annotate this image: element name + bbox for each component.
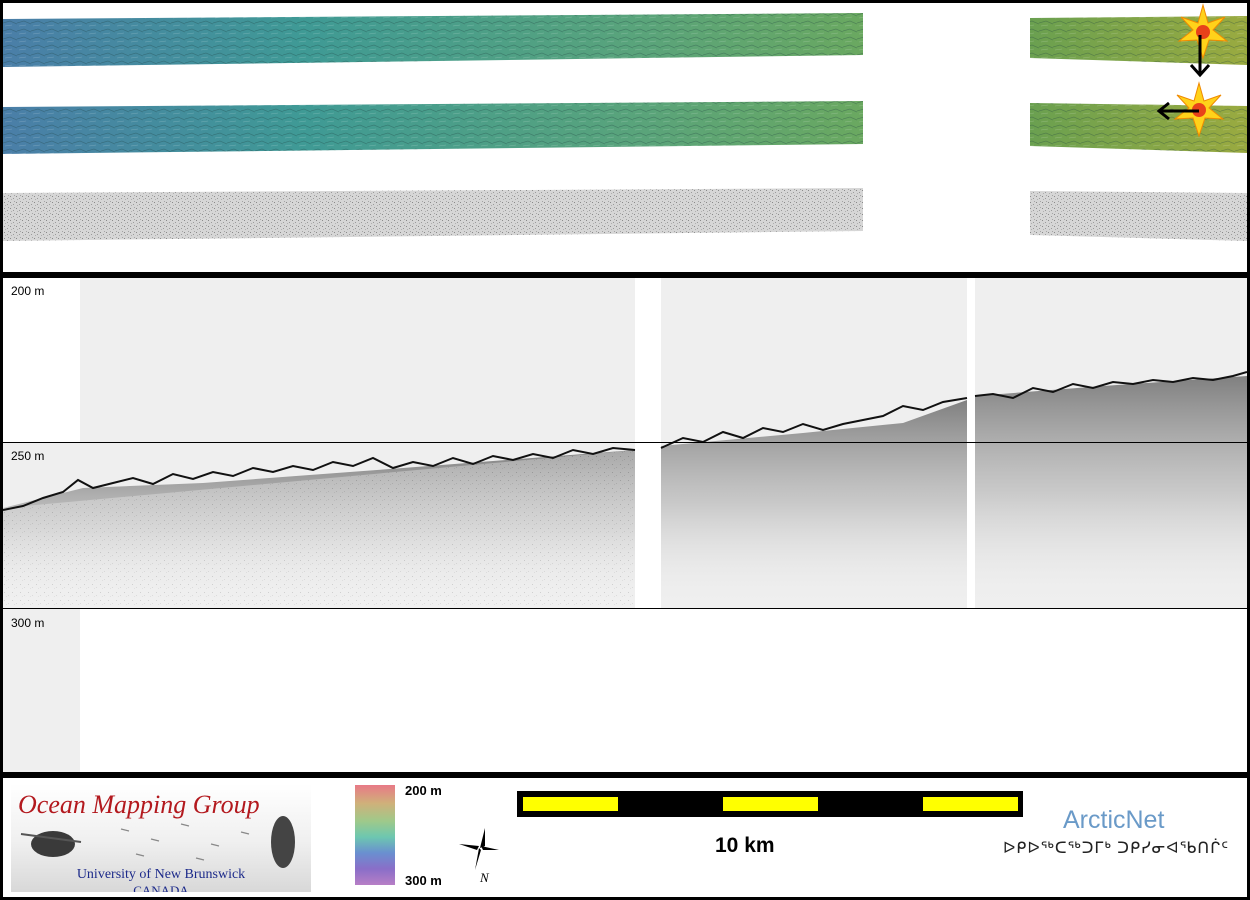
track-direction-arrow-left (1156, 101, 1199, 121)
north-label: N (479, 870, 490, 884)
logo-university: University of New Brunswick (76, 867, 246, 882)
depth-label-200: 200 m (11, 284, 45, 298)
swath-map-panel (3, 3, 1247, 272)
depth-label-250: 250 m (11, 449, 45, 463)
ocean-mapping-group-logo: Ocean Mapping Group University of New Br… (11, 784, 311, 892)
scale-segment-1 (523, 797, 618, 811)
logo-country: CANADA (133, 883, 189, 892)
backscatter-strip-left (3, 188, 863, 241)
arcticnet-syllabics: ᐅᑭᐅᖅᑕᖅᑐᒥᒃ ᑐᑭᓯᓂᐊᖃᑎᒌᑦ (1003, 840, 1230, 857)
profile-graphic (3, 278, 1247, 772)
legend-panel: Ocean Mapping Group University of New Br… (3, 778, 1247, 897)
depth-gridline-250 (3, 442, 1247, 443)
logo-title: Ocean Mapping Group (18, 790, 260, 819)
depth-gridline-300 (3, 608, 1247, 609)
track-direction-arrow-down (1189, 35, 1211, 78)
scale-bar (517, 791, 1023, 817)
seafloor-reflector-1 (3, 446, 636, 511)
colorbar-top-label: 200 m (405, 783, 442, 798)
swath-map (3, 3, 1247, 241)
seafloor-reflector-3 (974, 371, 1247, 400)
north-arrow-icon: N (459, 828, 499, 884)
scale-segment-3 (923, 797, 1018, 811)
scale-bar-label: 10 km (715, 834, 775, 857)
seafloor-reflector-2 (660, 397, 968, 449)
colorbar-bottom-label: 300 m (405, 873, 442, 888)
subbottom-profile-panel: 200 m 250 m 300 m (3, 278, 1247, 772)
backscatter-strip-right (1030, 191, 1247, 241)
arcticnet-logo-text: ArcticNet (1063, 806, 1165, 834)
scale-segment-2 (723, 797, 818, 811)
depth-label-300: 300 m (11, 616, 45, 630)
depth-colorbar (355, 785, 395, 885)
logo-seafloor-image (20, 816, 295, 868)
